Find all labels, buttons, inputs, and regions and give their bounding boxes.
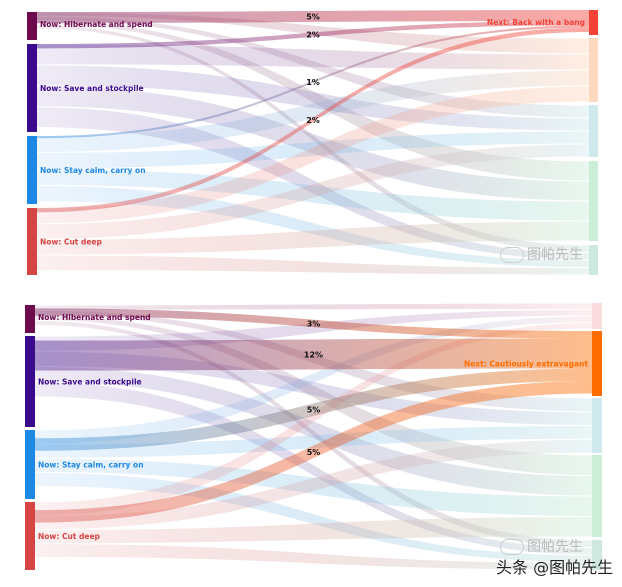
highlighted-flow[interactable] [37, 21, 589, 49]
source-node[interactable] [25, 305, 35, 333]
background-flow [37, 16, 589, 118]
target-node[interactable] [592, 398, 602, 453]
background-flow [35, 472, 592, 562]
highlighted-flow[interactable] [35, 381, 592, 523]
highlighted-flows: 5% 2% 1% 2% [37, 10, 589, 213]
footer-credit: 头条 @图帕先生 [496, 558, 614, 577]
source-node-label: Now: Save and stockpile [40, 84, 144, 93]
highlighted-flow[interactable] [35, 338, 592, 371]
highlighted-flow[interactable] [35, 368, 592, 451]
flow-value-label: 5% [306, 13, 320, 22]
background-flow [37, 86, 589, 224]
background-flow [37, 70, 589, 152]
background-flow [35, 517, 592, 544]
background-flow [35, 544, 592, 570]
source-node-label: Now: Stay calm, carry on [40, 166, 146, 175]
flow-value-label: 2% [306, 31, 320, 40]
target-node[interactable] [589, 105, 598, 157]
highlighted-flows: 3% 12% 5% 5% [35, 308, 592, 523]
source-node[interactable] [27, 208, 37, 275]
target-node[interactable] [592, 455, 602, 537]
background-flows [37, 12, 589, 275]
source-node[interactable] [27, 136, 37, 204]
background-flow [35, 303, 592, 310]
target-node-label: Next: Back with a bang [487, 18, 585, 27]
source-node[interactable] [25, 336, 35, 427]
source-node[interactable] [25, 430, 35, 499]
flow-value-label: 5% [307, 448, 321, 457]
background-flow [37, 144, 589, 239]
target-node[interactable] [589, 245, 598, 275]
source-node[interactable] [27, 12, 37, 40]
sankey-panel-2: 3% 12% 5% 5% Now: Hibernate and spend Now: Sa… [25, 303, 602, 570]
background-flow [35, 426, 592, 458]
background-flow [35, 316, 592, 444]
background-flow [35, 439, 592, 530]
background-flow [37, 255, 589, 275]
background-flow [35, 382, 592, 555]
source-node-label: Now: Cut deep [38, 532, 101, 541]
background-flow [35, 367, 592, 496]
highlighted-flow[interactable] [37, 27, 589, 213]
background-flow [37, 107, 589, 260]
source-node-label: Now: Save and stockpile [38, 378, 142, 387]
highlighted-flow[interactable] [37, 25, 589, 139]
flow-value-label: 2% [306, 116, 320, 125]
target-node[interactable] [589, 38, 598, 102]
target-node-label: Next: Cautiously extravagant [464, 360, 588, 369]
sankey-panel-1: 5% 2% 1% 2% Now: Hibernate and spend Now: Sav… [27, 10, 598, 275]
target-node[interactable] [592, 303, 602, 329]
watermark-bottom: 图帕先生 [500, 536, 583, 556]
source-node-label: Now: Hibernate and spend [40, 20, 153, 29]
background-flow [35, 323, 592, 516]
background-flow [37, 221, 589, 255]
flow-value-label: 5% [307, 406, 321, 415]
watermark-top: 图帕先生 [500, 244, 583, 264]
target-node[interactable] [589, 10, 598, 35]
flow-value-label: 3% [307, 319, 321, 328]
flow-value-label: 12% [304, 351, 323, 360]
target-node[interactable] [592, 540, 602, 570]
background-flow [37, 44, 589, 70]
target-node[interactable] [592, 331, 602, 396]
target-node[interactable] [589, 161, 598, 241]
source-node[interactable] [25, 502, 35, 570]
source-node[interactable] [27, 44, 37, 132]
wechat-icon [500, 539, 524, 555]
source-node-label: Now: Hibernate and spend [38, 313, 151, 322]
source-node-label: Now: Cut deep [40, 238, 103, 247]
highlighted-flow[interactable] [35, 308, 592, 339]
highlighted-flow[interactable] [37, 10, 589, 23]
wechat-icon [500, 247, 524, 263]
watermark-text: 图帕先生 [527, 247, 583, 263]
flow-value-label: 1% [306, 78, 320, 87]
watermark-text: 图帕先生 [527, 539, 583, 555]
source-node-label: Now: Stay calm, carry on [38, 461, 144, 470]
